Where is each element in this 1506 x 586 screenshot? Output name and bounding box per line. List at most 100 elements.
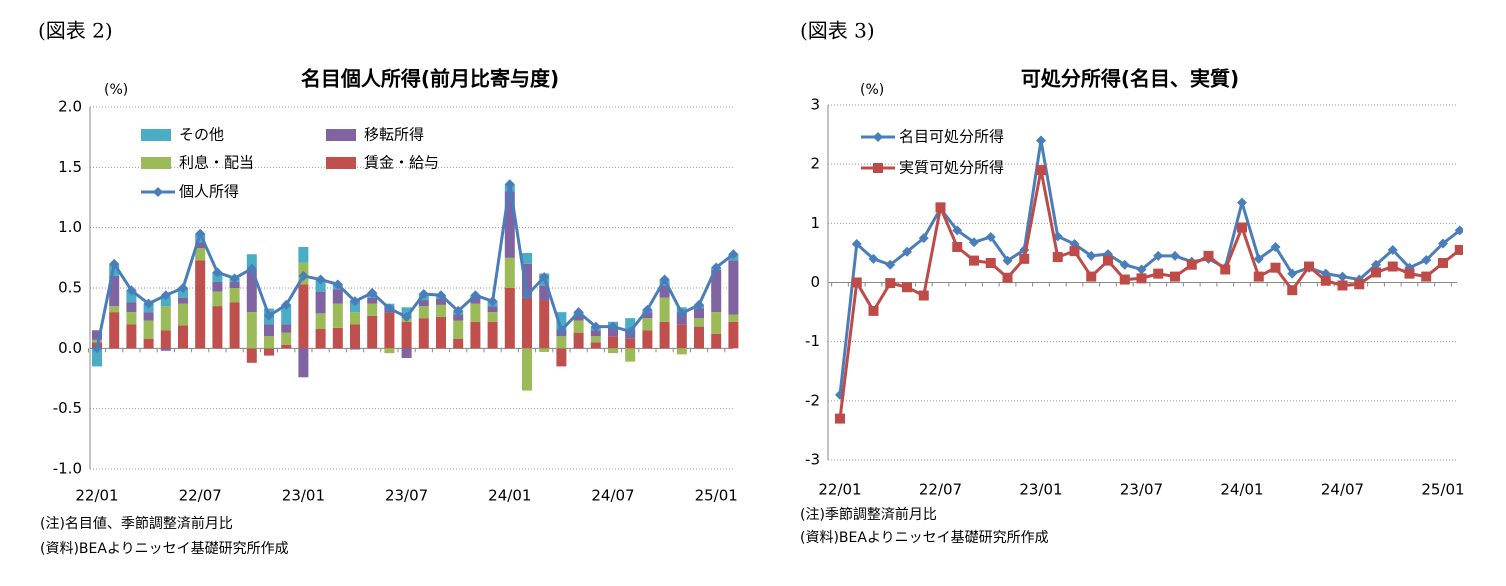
bar — [212, 291, 223, 307]
bar — [676, 348, 687, 355]
bar — [401, 321, 412, 349]
plot — [835, 135, 1463, 424]
bar — [212, 281, 223, 292]
marker — [1086, 271, 1097, 282]
legend-swatch — [326, 157, 356, 169]
marker — [1136, 264, 1147, 275]
marker — [1086, 250, 1097, 261]
marker — [522, 290, 532, 301]
marker — [868, 253, 879, 264]
bar — [195, 260, 206, 349]
marker — [969, 255, 979, 266]
marker — [350, 296, 360, 307]
bar — [711, 269, 722, 313]
bar — [315, 279, 326, 292]
bar — [728, 260, 739, 315]
marker — [885, 259, 896, 270]
legend-swatch — [141, 157, 171, 169]
bar — [436, 298, 446, 305]
marker — [384, 303, 395, 314]
bar — [642, 318, 653, 331]
bar — [573, 332, 584, 349]
marker — [1002, 255, 1013, 266]
bar — [264, 336, 274, 349]
marker — [1387, 261, 1398, 272]
bar — [504, 288, 515, 349]
bar — [608, 336, 618, 349]
bar — [418, 300, 429, 307]
bar — [143, 338, 154, 349]
bar — [470, 321, 481, 349]
bar — [728, 321, 739, 349]
bar — [350, 348, 360, 350]
marker — [1119, 259, 1130, 270]
note: (資料)BEAよりニッセイ基礎研究所作成 — [40, 540, 289, 557]
legend-label: 利息・配当 — [179, 154, 254, 172]
marker — [1421, 255, 1432, 266]
marker — [1371, 259, 1381, 270]
bar — [573, 314, 584, 321]
bar — [350, 312, 360, 325]
y-tick-label: -0.5 — [53, 399, 82, 417]
bar — [453, 320, 464, 339]
marker — [1337, 271, 1348, 282]
bar — [470, 303, 481, 322]
line — [838, 140, 1461, 396]
marker — [676, 308, 687, 319]
bar — [659, 321, 670, 349]
marker — [1287, 268, 1298, 279]
marker — [1002, 272, 1013, 283]
marker — [487, 296, 498, 307]
bar — [487, 306, 498, 313]
unit-label: (%) — [104, 82, 128, 98]
marker — [246, 263, 257, 274]
bar — [212, 306, 223, 349]
line — [95, 183, 735, 349]
y-tick-label: -3 — [805, 451, 820, 469]
bar — [436, 304, 446, 317]
y-tick-label: 1 — [810, 214, 820, 232]
bar — [246, 254, 257, 270]
bar — [659, 285, 670, 298]
x-tick-label: 22/01 — [75, 487, 118, 505]
marker — [470, 290, 481, 301]
bar — [694, 308, 704, 319]
marker — [1170, 250, 1180, 261]
y-tick-label: 0.5 — [58, 279, 82, 297]
marker — [952, 225, 963, 236]
bar — [281, 304, 292, 325]
bar — [229, 288, 240, 303]
bar — [195, 242, 206, 249]
marker — [918, 233, 929, 244]
chart-title: 名目個人所得(前月比寄与度) — [301, 67, 559, 91]
y-tick-label: 3 — [810, 96, 820, 114]
bar — [487, 321, 498, 349]
marker — [1069, 246, 1080, 257]
x-tick-label: 23/07 — [385, 487, 428, 505]
bar — [504, 257, 515, 288]
bar — [160, 296, 171, 307]
bar — [143, 312, 154, 321]
bar — [160, 306, 171, 331]
x-tick-label: 23/01 — [282, 487, 325, 505]
bar — [367, 297, 378, 304]
marker — [1253, 271, 1264, 282]
marker — [1136, 273, 1147, 284]
marker — [1103, 255, 1113, 266]
bar — [453, 314, 464, 321]
bar — [504, 191, 515, 258]
legend-swatch — [141, 129, 171, 141]
marker — [367, 287, 378, 298]
marker — [436, 290, 446, 301]
marker — [556, 325, 567, 336]
bar — [298, 246, 309, 263]
marker — [1237, 222, 1247, 233]
bar — [642, 330, 653, 349]
marker — [1454, 244, 1463, 255]
legend-swatch — [326, 129, 356, 141]
marker — [229, 273, 240, 284]
x-tick-label: 22/07 — [919, 481, 962, 499]
bar — [246, 312, 257, 349]
bar — [229, 281, 240, 288]
marker — [1337, 280, 1348, 291]
